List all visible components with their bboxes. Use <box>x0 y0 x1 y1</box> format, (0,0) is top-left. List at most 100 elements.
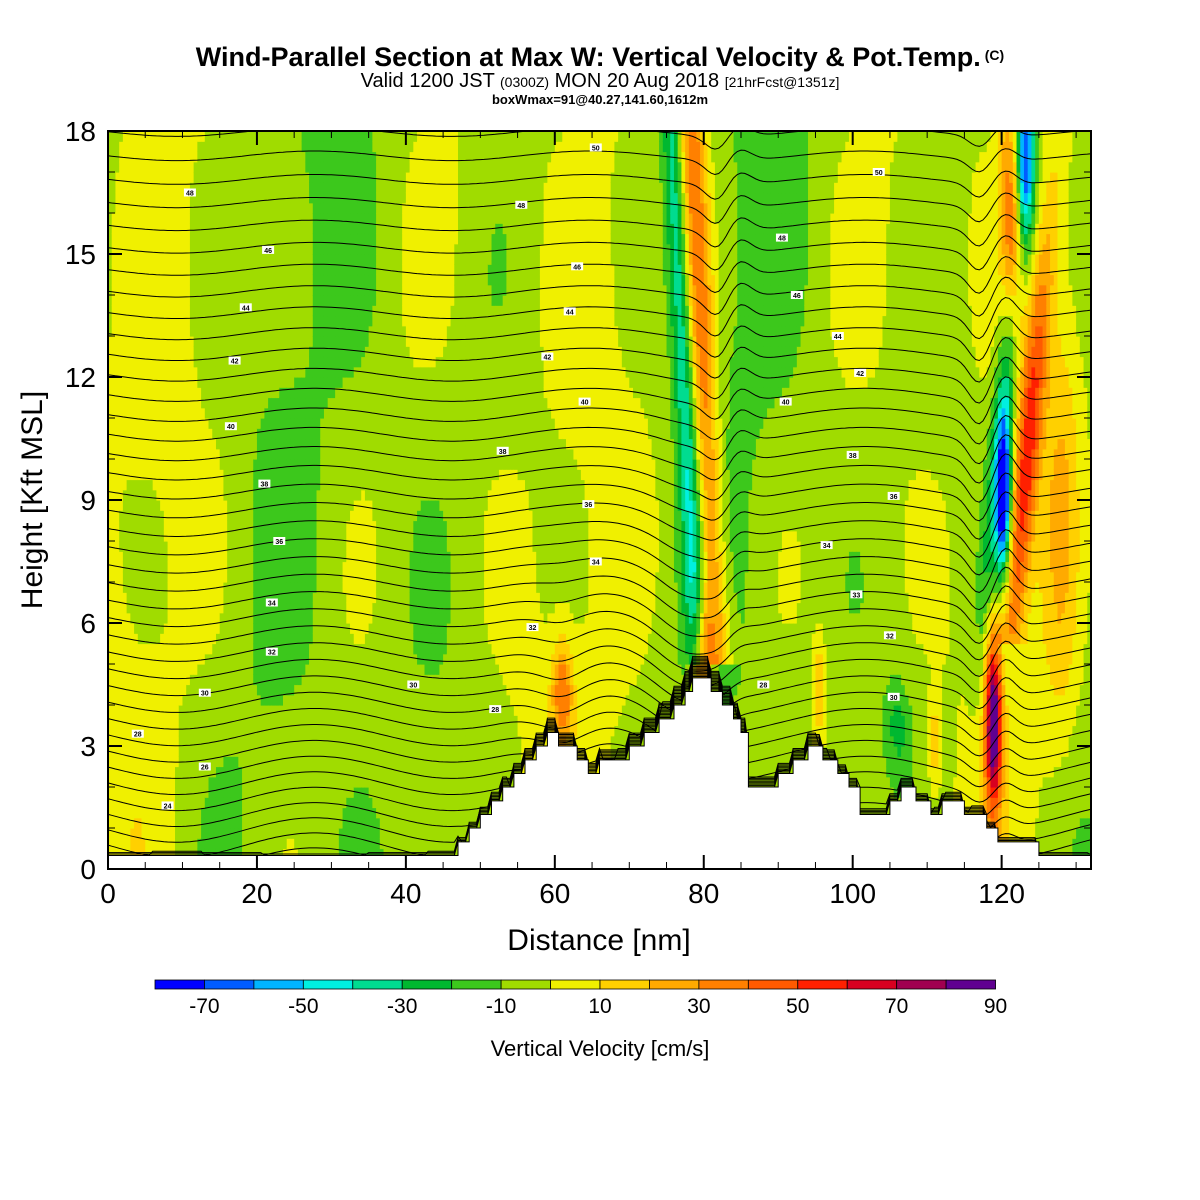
velocity-cell <box>261 582 265 593</box>
velocity-cell <box>153 551 157 562</box>
velocity-cell <box>134 305 138 316</box>
velocity-cell <box>287 603 291 614</box>
velocity-cell <box>179 633 183 644</box>
velocity-cell <box>130 141 134 152</box>
velocity-cell <box>212 439 216 450</box>
velocity-cell <box>249 797 253 808</box>
velocity-cell <box>279 254 283 265</box>
velocity-cell <box>290 664 294 675</box>
velocity-cell <box>343 326 347 337</box>
velocity-cell <box>153 305 157 316</box>
velocity-cell <box>130 254 134 265</box>
velocity-cell <box>134 234 138 245</box>
velocity-cell <box>361 603 365 614</box>
velocity-cell <box>357 664 361 675</box>
velocity-cell <box>134 193 138 204</box>
velocity-cell <box>182 141 186 152</box>
velocity-cell <box>160 562 164 573</box>
velocity-cell <box>231 500 235 511</box>
velocity-cell <box>365 828 369 839</box>
velocity-cell <box>253 613 257 624</box>
velocity-cell <box>171 254 175 265</box>
velocity-cell <box>156 398 160 409</box>
velocity-cell <box>350 326 354 337</box>
velocity-cell <box>220 838 224 849</box>
velocity-cell <box>138 603 142 614</box>
velocity-cell <box>238 510 242 521</box>
velocity-cell <box>354 408 358 419</box>
velocity-cell <box>339 152 343 163</box>
velocity-cell <box>220 141 224 152</box>
velocity-cell <box>305 203 309 214</box>
velocity-cell <box>182 305 186 316</box>
velocity-cell <box>317 531 321 542</box>
velocity-cell <box>186 633 190 644</box>
velocity-cell <box>142 828 146 839</box>
velocity-cell <box>257 459 261 470</box>
velocity-cell <box>346 326 350 337</box>
velocity-cell <box>324 449 328 460</box>
velocity-cell <box>160 428 164 439</box>
velocity-cell <box>305 316 309 327</box>
velocity-cell <box>346 674 350 685</box>
velocity-cell <box>153 521 157 532</box>
velocity-cell <box>171 428 175 439</box>
velocity-cell <box>212 490 216 501</box>
velocity-cell <box>276 746 280 757</box>
velocity-cell <box>357 316 361 327</box>
velocity-cell <box>149 357 153 368</box>
velocity-cell <box>212 613 216 624</box>
velocity-cell <box>335 808 339 819</box>
velocity-cell <box>115 141 119 152</box>
velocity-cell <box>212 408 216 419</box>
velocity-cell <box>134 674 138 685</box>
velocity-cell <box>223 777 227 788</box>
velocity-cell <box>168 439 172 450</box>
velocity-cell <box>168 787 172 798</box>
velocity-cell <box>305 449 309 460</box>
velocity-cell <box>130 172 134 183</box>
velocity-cell <box>127 162 131 173</box>
velocity-cell <box>134 664 138 675</box>
velocity-cell <box>320 264 324 275</box>
velocity-cell <box>238 756 242 767</box>
velocity-cell <box>164 664 168 675</box>
velocity-cell <box>212 213 216 224</box>
velocity-cell <box>305 275 309 286</box>
velocity-cell <box>194 715 198 726</box>
velocity-cell <box>209 234 213 245</box>
velocity-cell <box>313 398 317 409</box>
velocity-cell <box>305 521 309 532</box>
velocity-cell <box>138 387 142 398</box>
velocity-cell <box>231 336 235 347</box>
velocity-cell <box>298 623 302 634</box>
velocity-cell <box>276 367 280 378</box>
velocity-cell <box>216 808 220 819</box>
velocity-cell <box>357 582 361 593</box>
velocity-cell <box>246 521 250 532</box>
velocity-cell <box>328 705 332 716</box>
velocity-cell <box>268 685 272 696</box>
velocity-cell <box>257 685 261 696</box>
velocity-cell <box>227 736 231 747</box>
velocity-cell <box>249 469 253 480</box>
velocity-cell <box>257 562 261 573</box>
velocity-cell <box>227 510 231 521</box>
velocity-cell <box>302 531 306 542</box>
velocity-cell <box>153 377 157 388</box>
velocity-cell <box>290 377 294 388</box>
velocity-cell <box>145 244 149 255</box>
velocity-cell <box>119 613 123 624</box>
velocity-cell <box>209 808 213 819</box>
velocity-cell <box>190 695 194 706</box>
velocity-cell <box>205 367 209 378</box>
velocity-cell <box>138 490 142 501</box>
velocity-cell <box>168 480 172 491</box>
velocity-cell <box>331 418 335 429</box>
velocity-cell <box>257 182 261 193</box>
velocity-cell <box>261 459 265 470</box>
velocity-cell <box>179 685 183 696</box>
velocity-cell <box>194 172 198 183</box>
velocity-cell <box>231 613 235 624</box>
velocity-cell <box>216 818 220 829</box>
